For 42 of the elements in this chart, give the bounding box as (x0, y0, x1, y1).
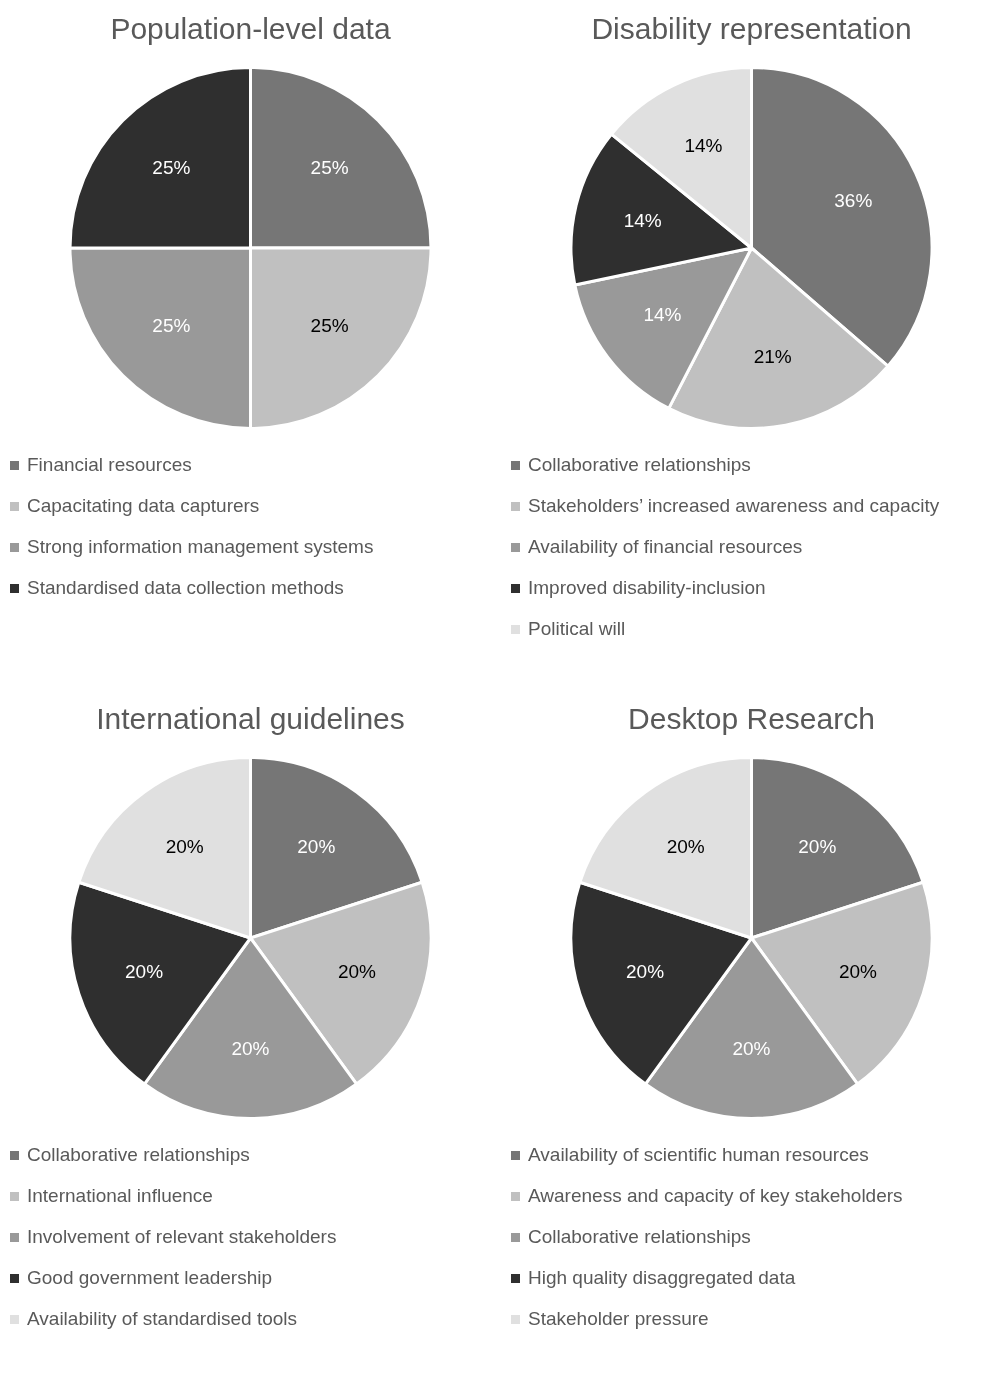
data-label: 20% (666, 835, 705, 857)
data-label: 20% (732, 1038, 771, 1060)
legend-label: International influence (27, 1185, 213, 1206)
data-label: 14% (623, 209, 662, 231)
data-label: 20% (798, 835, 837, 857)
data-label: 25% (152, 315, 191, 337)
data-label: 20% (297, 835, 336, 857)
data-label: 21% (753, 346, 792, 368)
data-label: 20% (838, 960, 878, 982)
data-label: 20% (125, 960, 164, 982)
legend-label: Availability of scientific human resources (528, 1144, 869, 1165)
data-label: 25% (310, 315, 349, 337)
data-label: 20% (165, 835, 204, 857)
legend-label: Strong information management systems (27, 536, 374, 557)
legend-label: Stakeholder pressure (528, 1308, 709, 1329)
data-label: 14% (643, 304, 682, 326)
chart-title: Population-level data (109, 11, 392, 47)
legend-label: Capacitating data capturers (27, 495, 260, 516)
legend-label: Improved disability-inclusion (528, 577, 766, 598)
legend-label: Awareness and capacity of key stakeholders (528, 1185, 903, 1206)
legend-label: Political will (528, 618, 626, 639)
legend-label: Financial resources (27, 454, 192, 475)
chart-title: Desktop Research (627, 701, 876, 737)
data-label: 20% (337, 960, 377, 982)
legend-label: Standardised data collection methods (27, 577, 344, 598)
legend-label: Stakeholders’ increased awareness and capacity (528, 495, 940, 516)
chart-title: Disability representation (590, 11, 913, 47)
legend-label: Involvement of relevant stakeholders (27, 1226, 337, 1247)
legend-label: High quality disaggregated data (528, 1267, 796, 1288)
data-label: 25% (310, 157, 349, 179)
legend-label: Collaborative relationships (528, 1226, 751, 1247)
data-label: 25% (152, 157, 191, 179)
data-label: 20% (626, 960, 665, 982)
chart-title: International guidelines (95, 701, 406, 737)
legend-label: Good government leadership (27, 1267, 273, 1288)
legend-label: Availability of financial resources (528, 536, 803, 557)
data-label: 36% (834, 189, 873, 211)
legend-label: Collaborative relationships (27, 1144, 250, 1165)
data-label: 20% (231, 1038, 270, 1060)
data-label: 14% (684, 135, 723, 157)
legend-label: Collaborative relationships (528, 454, 751, 475)
legend-label: Availability of standardised tools (27, 1308, 298, 1329)
